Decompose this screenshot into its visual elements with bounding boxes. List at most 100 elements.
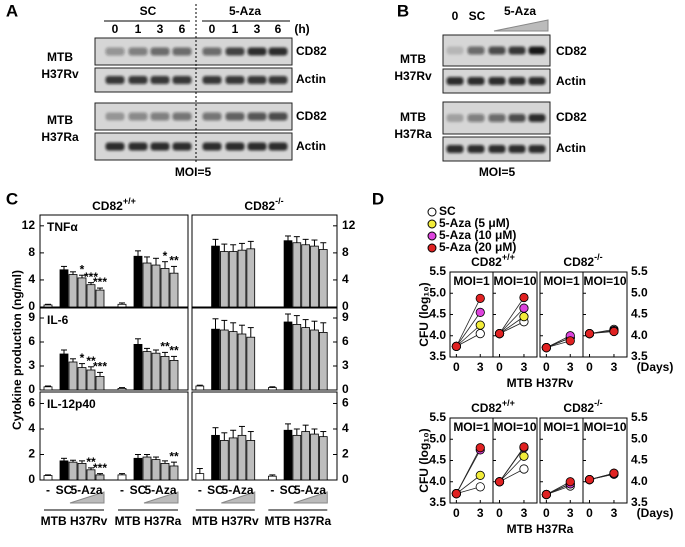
bar <box>68 361 78 391</box>
bar <box>237 434 247 481</box>
header-base: CD82 <box>92 199 123 213</box>
dose-triangle <box>143 491 179 504</box>
bar <box>59 460 69 481</box>
bar <box>246 440 256 481</box>
y-tick-label: 5.0 <box>429 431 446 445</box>
y-tick-label: 4 <box>342 272 349 286</box>
blot-band <box>247 47 267 56</box>
y-tick-label: 4.5 <box>631 307 648 321</box>
blot-band <box>202 112 222 121</box>
data-point <box>584 475 595 485</box>
blot-band <box>508 145 526 153</box>
data-point <box>519 312 529 322</box>
significance: * <box>80 262 85 276</box>
y-tick-label: 4 <box>342 421 349 435</box>
y-tick-label: 3.5 <box>631 349 648 363</box>
series-line <box>456 324 481 347</box>
chart-title: MOI=1 <box>453 420 490 434</box>
x-tick-label: 3 <box>477 506 484 520</box>
data-point <box>519 464 529 474</box>
bar <box>310 245 319 308</box>
lane-label: 0 <box>452 9 459 23</box>
header-base: CD82 <box>563 401 594 415</box>
significance: * <box>163 249 168 263</box>
bar <box>211 434 220 481</box>
series-line <box>456 475 481 494</box>
significance: *** <box>93 360 107 374</box>
series-line <box>499 307 525 334</box>
x-unit: (Days) <box>637 360 674 374</box>
blot-label: Actin <box>296 72 326 86</box>
series-line <box>499 446 525 482</box>
bar <box>318 436 328 481</box>
blot-band <box>128 76 148 84</box>
bar <box>237 333 247 391</box>
x-tick-label: 3 <box>611 506 618 520</box>
lane-label: SC <box>469 9 486 23</box>
header: CD82+/+ <box>471 252 515 269</box>
blot-band <box>508 114 526 122</box>
blot-band <box>446 46 464 55</box>
dose-triangle <box>293 491 328 504</box>
header-sup: +/+ <box>502 252 515 262</box>
x-tick-label: 0 <box>453 506 460 520</box>
y-tick-label: 0 <box>28 299 35 313</box>
bar <box>133 457 143 481</box>
plot-frame <box>191 307 338 391</box>
plot-frame <box>191 391 338 481</box>
dose-triangle <box>493 19 549 32</box>
y-tick-label: 0 <box>342 299 349 313</box>
x-label: SC <box>130 483 147 497</box>
blot-band <box>247 76 267 84</box>
y-tick-label: 6 <box>28 396 35 410</box>
bar <box>211 245 220 308</box>
header-base: CD82 <box>244 199 275 213</box>
blot-band <box>150 112 170 121</box>
strain-label: H37Ra <box>41 130 79 144</box>
timepoint: 0 <box>209 22 216 36</box>
blot-label: Actin <box>556 74 586 88</box>
strain-label: MTB <box>400 110 426 124</box>
group-label: SC <box>140 4 157 18</box>
data-point <box>475 482 485 492</box>
significance: ** <box>86 354 96 368</box>
y-tick-label: 3 <box>28 358 35 372</box>
legend-marker <box>427 231 437 241</box>
unit: (h) <box>294 22 309 36</box>
chart-title: IL-12p40 <box>47 397 96 411</box>
y-axis-label: CFU (log₁₀) <box>417 282 431 346</box>
header: CD82-/- <box>244 196 283 213</box>
x-label: - <box>198 483 202 497</box>
y-tick-label: 4.5 <box>429 453 446 467</box>
chart-title: MOI=1 <box>453 274 490 288</box>
blot-band <box>128 47 148 56</box>
x-unit: (Days) <box>637 506 674 520</box>
header-sup: +/+ <box>502 398 515 408</box>
significance: ** <box>169 449 179 463</box>
y-tick-label: 0 <box>28 382 35 396</box>
panel-letter: B <box>397 1 409 20</box>
blot-band <box>488 145 506 153</box>
y-tick-label: 4.0 <box>429 328 446 342</box>
bar <box>292 323 302 391</box>
chart-title: MOI=1 <box>543 420 580 434</box>
data-point <box>475 307 485 317</box>
bar <box>283 240 293 308</box>
legend-marker <box>427 243 437 253</box>
blot-band <box>128 112 148 121</box>
y-tick-label: 2 <box>342 447 349 461</box>
bar <box>142 351 152 391</box>
blot-band <box>446 77 464 85</box>
group-label: 5-Aza <box>229 4 261 18</box>
bar <box>151 352 161 391</box>
bar <box>246 248 256 308</box>
bar <box>160 355 170 391</box>
series-line <box>499 455 525 483</box>
blot-band <box>446 114 464 122</box>
panel-letter: C <box>6 189 18 208</box>
y-tick-label: 3.5 <box>631 495 648 509</box>
bar <box>169 465 179 481</box>
blot-band <box>467 46 485 55</box>
blot-band <box>150 76 170 84</box>
y-tick-label: 6 <box>342 334 349 348</box>
